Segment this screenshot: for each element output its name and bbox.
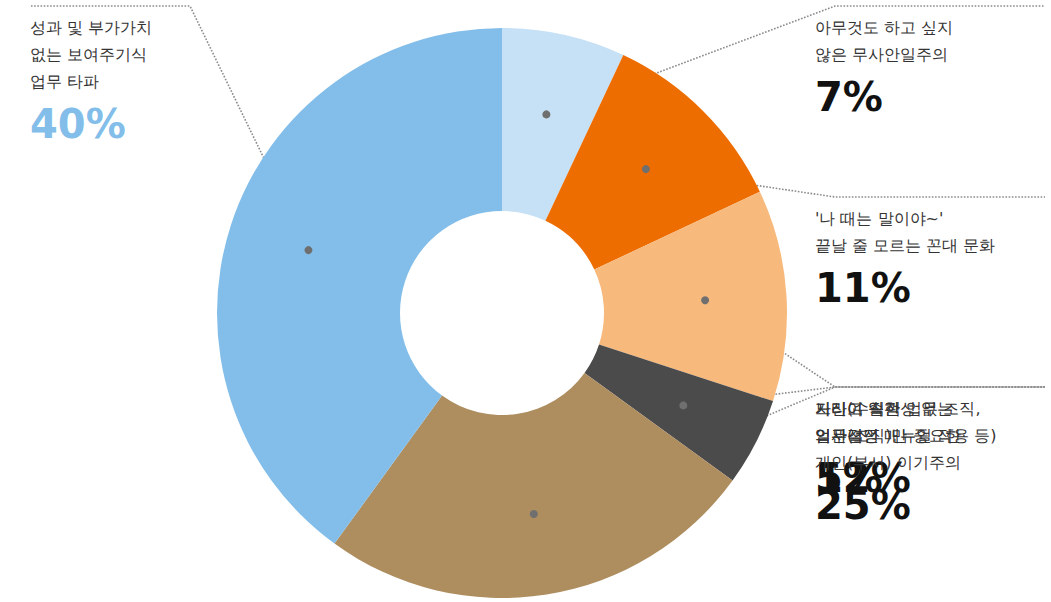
svg-text:기타(수직적 업무 조직,: 기타(수직적 업무 조직,	[815, 399, 981, 418]
svg-text:일관적인 매뉴얼 적용 등): 일관적인 매뉴얼 적용 등)	[815, 426, 997, 445]
svg-text:25%: 25%	[815, 482, 911, 528]
svg-text:끝날 줄 모르는 꼰대 문화: 끝날 줄 모르는 꼰대 문화	[815, 236, 995, 255]
svg-text:아무것도 하고 싶지: 아무것도 하고 싶지	[815, 18, 953, 37]
svg-text:않은 무사안일주의: 않은 무사안일주의	[815, 45, 948, 64]
svg-text:없는 보여주기식: 없는 보여주기식	[30, 45, 147, 64]
svg-text:업무(조직)만 중요한: 업무(조직)만 중요한	[815, 426, 961, 445]
svg-text:자신이 속한: 자신이 속한	[815, 399, 900, 418]
svg-text:느리고 일관성 없는: 느리고 일관성 없는	[815, 399, 954, 418]
svg-text:업무 타파: 업무 타파	[30, 72, 99, 91]
svg-text:11%: 11%	[815, 265, 911, 311]
svg-text:성과 및 부가가치: 성과 및 부가가치	[30, 18, 152, 37]
svg-text:'나 때는 말이야~': '나 때는 말이야~'	[815, 209, 943, 228]
svg-text:40%: 40%	[30, 101, 126, 147]
svg-text:개인(부서) 이기주의: 개인(부서) 이기주의	[815, 453, 961, 472]
svg-text:7%: 7%	[815, 74, 883, 120]
